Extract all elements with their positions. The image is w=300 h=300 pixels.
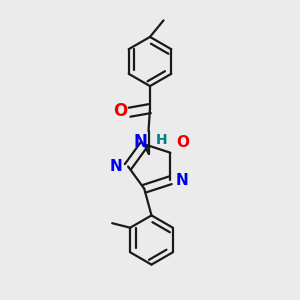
Text: H: H [156, 134, 168, 148]
Text: O: O [113, 102, 127, 120]
Text: N: N [133, 134, 147, 152]
Text: N: N [110, 159, 123, 174]
Text: N: N [176, 173, 189, 188]
Text: O: O [176, 135, 189, 150]
